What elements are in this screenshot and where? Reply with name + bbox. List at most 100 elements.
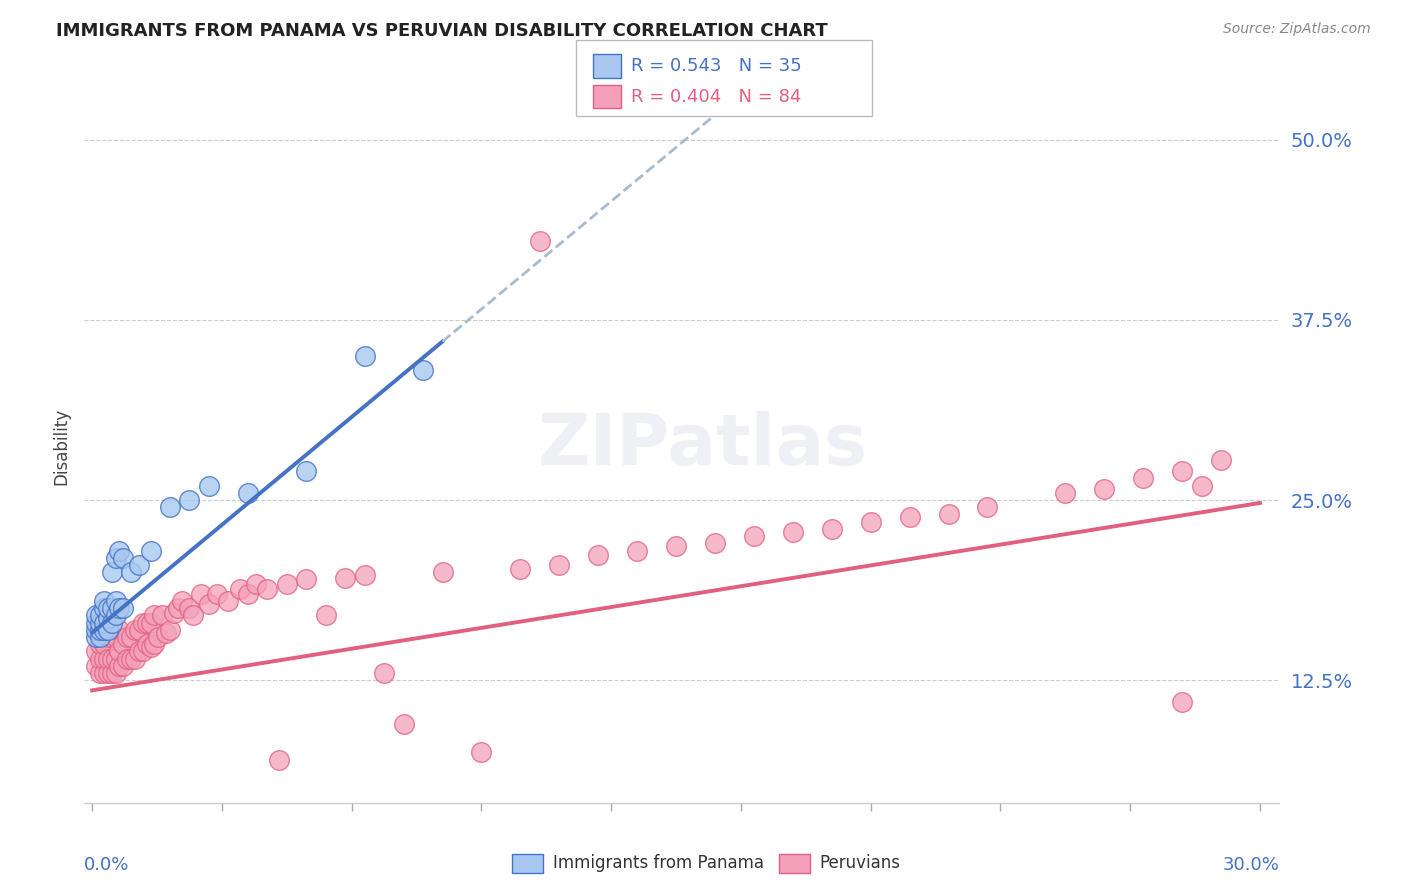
Point xyxy=(373,666,395,681)
Text: 0.0%: 0.0% xyxy=(84,856,129,874)
Point xyxy=(89,623,111,637)
Point xyxy=(470,745,492,759)
Point xyxy=(198,597,221,611)
Point xyxy=(108,623,131,637)
Point xyxy=(1191,478,1213,492)
Point xyxy=(100,630,122,644)
Point xyxy=(938,508,960,522)
Point xyxy=(205,587,228,601)
Point xyxy=(89,651,111,665)
Point xyxy=(139,615,162,630)
Point xyxy=(509,562,531,576)
Point xyxy=(89,666,111,681)
Point xyxy=(236,486,259,500)
Point xyxy=(1171,464,1194,478)
Point xyxy=(104,594,127,608)
Point xyxy=(392,716,415,731)
Point xyxy=(104,550,127,565)
Point xyxy=(100,601,122,615)
Text: Peruvians: Peruvians xyxy=(820,855,901,872)
Text: ZIPatlas: ZIPatlas xyxy=(538,411,868,481)
Point xyxy=(276,576,298,591)
Point xyxy=(166,601,188,615)
Point xyxy=(104,651,127,665)
Point xyxy=(1054,486,1077,500)
Point xyxy=(128,558,150,572)
Point xyxy=(1092,482,1115,496)
Y-axis label: Disability: Disability xyxy=(52,408,70,484)
Point xyxy=(97,630,120,644)
Point xyxy=(89,630,111,644)
Point xyxy=(335,571,357,585)
Point xyxy=(112,601,135,615)
Point xyxy=(548,558,571,572)
Point xyxy=(132,644,155,658)
Point xyxy=(159,623,181,637)
Point xyxy=(84,658,107,673)
Point xyxy=(143,637,166,651)
Point xyxy=(93,637,115,651)
Point xyxy=(120,565,142,579)
Point xyxy=(1132,471,1154,485)
Point xyxy=(245,576,267,591)
Point xyxy=(626,543,648,558)
Point xyxy=(256,582,278,597)
Point xyxy=(132,615,155,630)
Point xyxy=(179,601,201,615)
Point xyxy=(124,651,146,665)
Point xyxy=(84,615,107,630)
Point xyxy=(108,601,131,615)
Point xyxy=(97,601,120,615)
Point xyxy=(742,529,765,543)
Point xyxy=(128,623,150,637)
Point xyxy=(821,522,844,536)
Point xyxy=(159,500,181,515)
Text: R = 0.404   N = 84: R = 0.404 N = 84 xyxy=(631,87,801,106)
Point xyxy=(190,587,212,601)
Point xyxy=(859,515,882,529)
Point xyxy=(229,582,252,597)
Point xyxy=(150,608,173,623)
Point xyxy=(976,500,998,515)
Text: 30.0%: 30.0% xyxy=(1223,856,1279,874)
Point xyxy=(143,608,166,623)
Point xyxy=(112,637,135,651)
Point xyxy=(97,611,120,625)
Point xyxy=(100,651,122,665)
Point xyxy=(108,658,131,673)
Point xyxy=(315,608,337,623)
Point xyxy=(295,464,318,478)
Point xyxy=(353,568,375,582)
Point xyxy=(84,623,107,637)
Point xyxy=(170,594,193,608)
Point xyxy=(217,594,239,608)
Point xyxy=(97,623,120,637)
Point xyxy=(100,666,122,681)
Point xyxy=(1209,452,1232,467)
Point xyxy=(139,640,162,654)
Point xyxy=(128,644,150,658)
Point xyxy=(84,630,107,644)
Point xyxy=(782,524,804,539)
Point xyxy=(1171,695,1194,709)
Point xyxy=(97,651,120,665)
Point xyxy=(432,565,454,579)
Point xyxy=(89,615,111,630)
Text: Immigrants from Panama: Immigrants from Panama xyxy=(553,855,763,872)
Point xyxy=(89,608,111,623)
Point xyxy=(124,623,146,637)
Text: R = 0.543   N = 35: R = 0.543 N = 35 xyxy=(631,57,801,75)
Point xyxy=(183,608,205,623)
Point xyxy=(120,630,142,644)
Point xyxy=(115,651,138,665)
Point xyxy=(236,587,259,601)
Point xyxy=(198,478,221,492)
Point xyxy=(267,753,290,767)
Point xyxy=(84,644,107,658)
Point xyxy=(93,651,115,665)
Point xyxy=(115,630,138,644)
Point xyxy=(93,666,115,681)
Point xyxy=(104,630,127,644)
Point xyxy=(135,615,157,630)
Point xyxy=(135,637,157,651)
